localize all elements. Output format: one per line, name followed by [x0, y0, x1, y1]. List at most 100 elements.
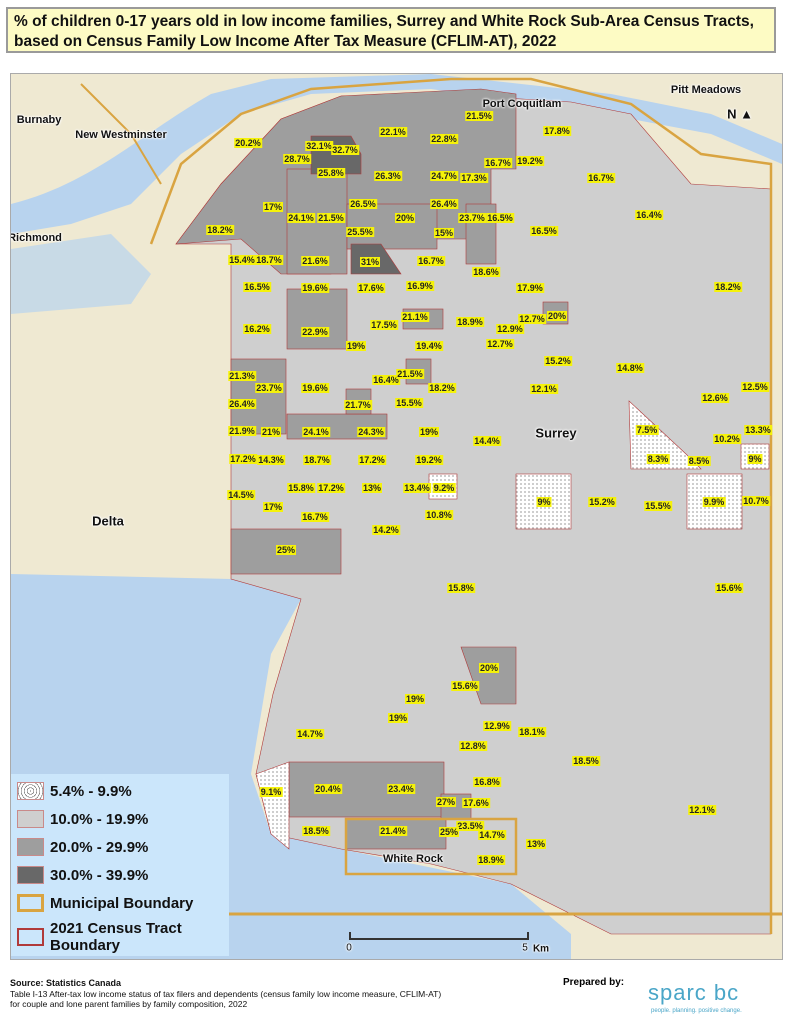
source-table-cont: for couple and lone parent families by f…	[10, 999, 248, 1009]
tract-label: 19.6%	[301, 283, 329, 293]
sparc-bc-logo: sparc bc	[648, 980, 740, 1005]
tract-label: 23.7%	[255, 383, 283, 393]
tract-label: 17.5%	[370, 320, 398, 330]
tract-label: 9.1%	[259, 787, 283, 797]
tract-label: 16.4%	[372, 375, 400, 385]
tract-label: 16.7%	[484, 158, 512, 168]
tract-label: 16.5%	[486, 213, 514, 223]
tract-label: 19%	[404, 694, 426, 704]
tract-label: 13%	[525, 839, 547, 849]
scale-end: 5	[522, 942, 528, 954]
tract-label: 28.7%	[283, 154, 311, 164]
legend-label: 10.0% - 19.9%	[50, 810, 149, 828]
tract-label: 18.7%	[303, 455, 331, 465]
tract-label: 15.2%	[588, 497, 616, 507]
tract-label: 10.2%	[713, 434, 741, 444]
tract-label: 26.3%	[374, 171, 402, 181]
tract-label: 14.3%	[257, 455, 285, 465]
prepared-by: Prepared by:	[563, 977, 625, 988]
tract-label: 17.2%	[358, 455, 386, 465]
tract-label: 15.2%	[544, 356, 572, 366]
legend-label: Municipal Boundary	[50, 894, 194, 912]
tract-label: 24.1%	[302, 427, 330, 437]
municipal-boundary-burnaby	[80, 83, 162, 185]
tract-label: 12.8%	[459, 741, 487, 751]
tract-label: 16.2%	[243, 324, 271, 334]
tract-label: 25%	[275, 545, 297, 555]
tract-label: 19%	[418, 427, 440, 437]
tract-label: 25.5%	[346, 227, 374, 237]
tract-label: 13%	[361, 483, 383, 493]
tract-label: 13.4%	[403, 483, 431, 493]
tract-label: 14.5%	[227, 490, 255, 500]
map-shapes	[11, 74, 782, 959]
tract-label: 26.4%	[430, 199, 458, 209]
tract-label: 23.7%	[458, 213, 486, 223]
tract-label: 19.6%	[301, 383, 329, 393]
scale-unit: Km	[532, 943, 550, 955]
tract-label: 17.2%	[317, 483, 345, 493]
tract-label: 14.7%	[296, 729, 324, 739]
tract-label: 23.4%	[387, 784, 415, 794]
tract-label: 18.1%	[518, 727, 546, 737]
tract-label: 15.5%	[644, 501, 672, 511]
legend-label: 30.0% - 39.9%	[50, 866, 149, 884]
place-label-pitt-meadows: Pitt Meadows	[670, 84, 742, 96]
legend-swatch	[17, 894, 44, 912]
tract-label: 20%	[546, 311, 568, 321]
tract-label: 12.7%	[486, 339, 514, 349]
tract-label: 21.1%	[401, 312, 429, 322]
tract-label: 20%	[394, 213, 416, 223]
tract-label: 10.7%	[742, 496, 770, 506]
tract-label: 9%	[536, 497, 552, 507]
legend: 5.4% - 9.9% 10.0% - 19.9% 20.0% - 29.9% …	[11, 774, 229, 956]
tract-label: 20.4%	[314, 784, 342, 794]
tract-label: 9%	[747, 454, 763, 464]
tract-label: 14.8%	[616, 363, 644, 373]
tract-label: 9.9%	[702, 497, 726, 507]
tract-label: 21%	[260, 427, 282, 437]
legend-item: 20.0% - 29.9%	[17, 838, 148, 856]
tract-label: 12.7%	[518, 314, 546, 324]
tract-label: 18.5%	[572, 756, 600, 766]
map[interactable]: 20.2% 28.7% 32.1% 32.7% 22.1% 22.8% 21.5% 17.8%…	[10, 73, 783, 960]
place-label-richmond: Richmond	[10, 232, 62, 244]
tract-label: 21.5%	[465, 111, 493, 121]
tract-label: 32.7%	[331, 145, 359, 155]
tract-label: 21.5%	[396, 369, 424, 379]
tract-label: 12.6%	[701, 393, 729, 403]
scale-bar	[349, 932, 529, 940]
legend-item: 2021 Census Tract Boundary	[17, 920, 217, 954]
scale-start: 0	[346, 942, 352, 954]
source-table: Table I-13 After-tax low income status o…	[10, 988, 442, 999]
tract-label: 14.4%	[473, 436, 501, 446]
place-label-port-coquitlam: Port Coquitlam	[482, 98, 562, 110]
legend-label: 2021 Census Tract Boundary	[50, 920, 182, 954]
municipal-boundary-surrey	[149, 77, 773, 934]
place-label-delta: Delta	[92, 513, 124, 529]
tract-label: 16.7%	[301, 512, 329, 522]
tract-label: 18.2%	[714, 282, 742, 292]
tract-label: 15.8%	[287, 483, 315, 493]
tract-label: 19.2%	[516, 156, 544, 166]
legend-item: 10.0% - 19.9%	[17, 810, 148, 828]
legend-swatch	[17, 838, 44, 856]
tract-label: 24.1%	[287, 213, 315, 223]
tract-label: 20%	[478, 663, 500, 673]
tract-label: 19.2%	[415, 455, 443, 465]
tract-label: 22.9%	[301, 327, 329, 337]
place-label-surrey: Surrey	[535, 425, 577, 441]
tract-label: 14.7%	[478, 830, 506, 840]
tract-label: 16.5%	[530, 226, 558, 236]
tract-label: 18.9%	[456, 317, 484, 327]
place-label-white-rock: White Rock	[383, 853, 443, 865]
map-title: % of children 0-17 years old in low inco…	[6, 7, 776, 53]
tract-label: 19%	[387, 713, 409, 723]
tract-label: 12.1%	[530, 384, 558, 394]
tract-label: 23.5%	[456, 821, 484, 831]
tract-label: 15.4%	[228, 255, 256, 265]
tract-label: 24.3%	[357, 427, 385, 437]
tract-label: 16.5%	[243, 282, 271, 292]
fraser-south-arm	[11, 234, 151, 314]
tract-label: 27%	[435, 797, 457, 807]
